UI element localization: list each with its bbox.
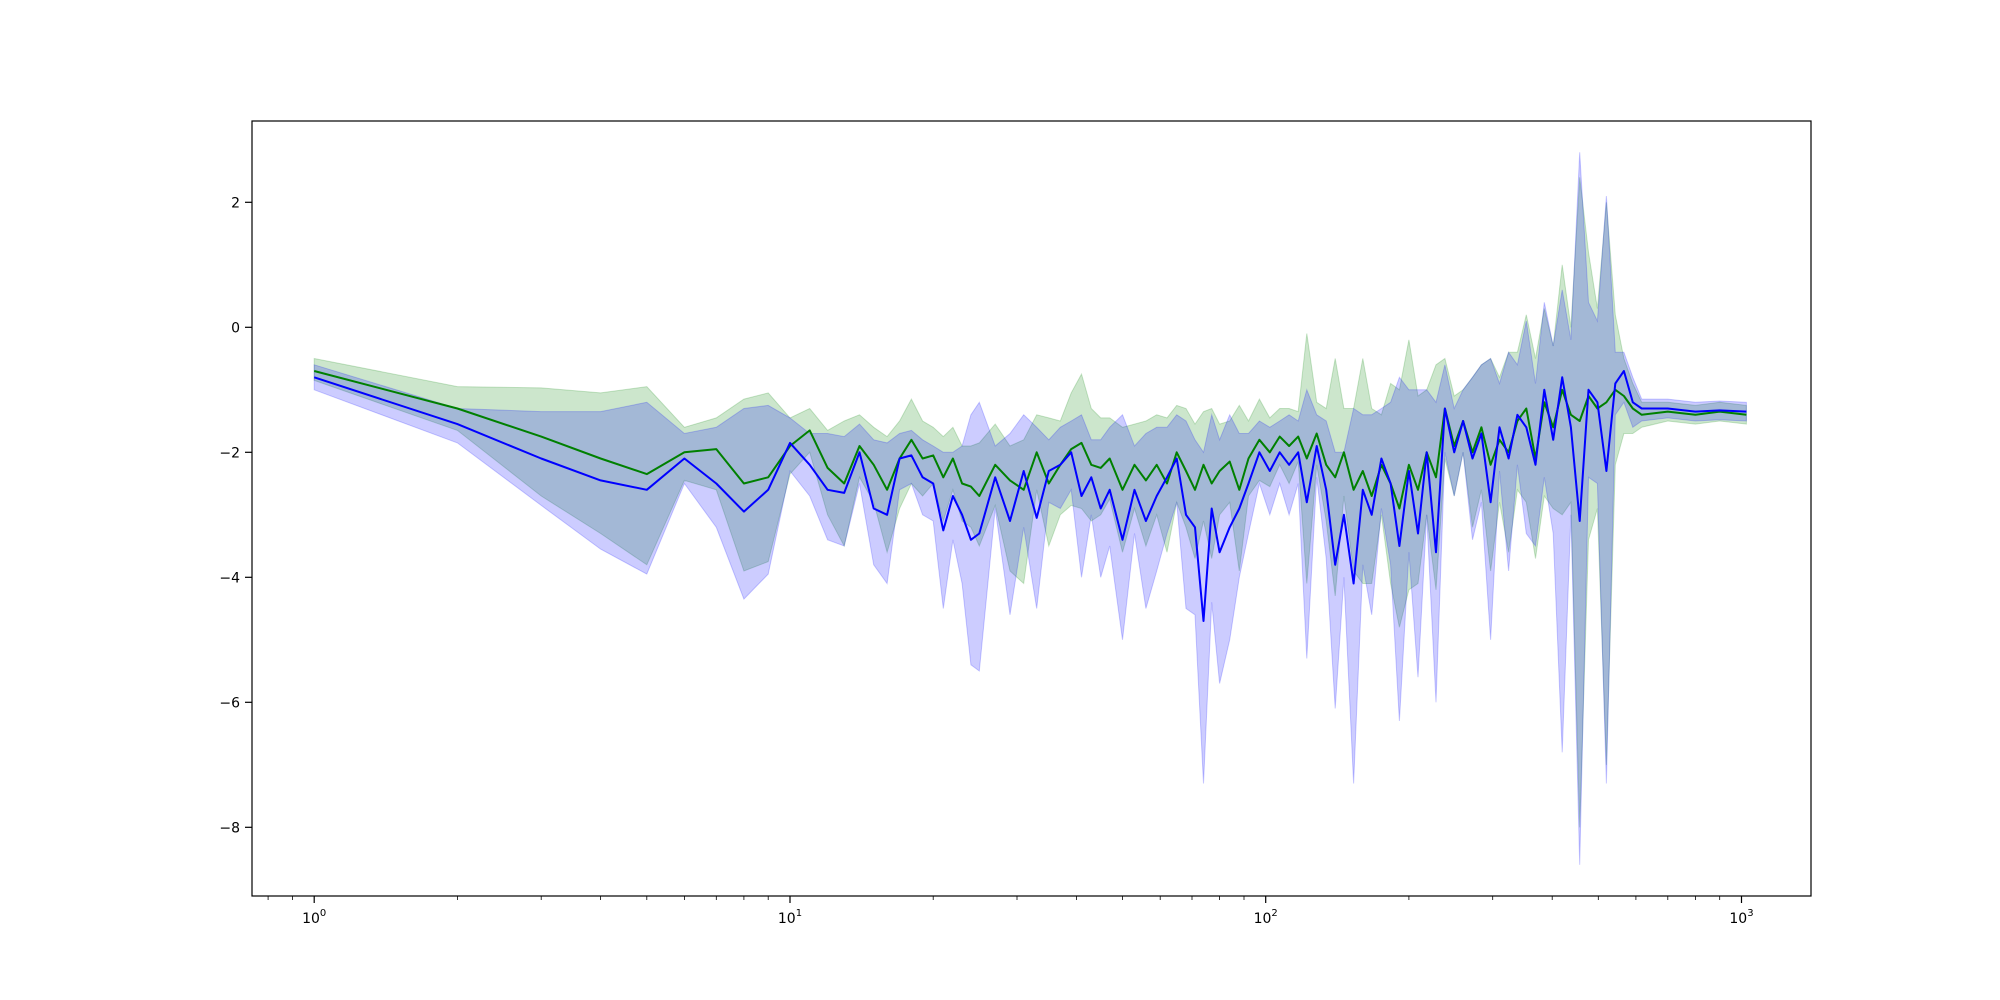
x-tick-label: 102 — [1254, 908, 1278, 927]
y-tick-label: −4 — [219, 570, 240, 586]
lines-layer — [313, 370, 1747, 622]
y-tick-label: 0 — [231, 320, 240, 336]
y-tick-label: −6 — [219, 695, 240, 711]
series-0-band — [313, 177, 1747, 828]
y-tick-label: −2 — [219, 445, 240, 461]
y-axis: 2 0 −2 −4 −6 −8 — [219, 195, 252, 836]
series-1-line — [313, 370, 1747, 622]
series-1-band — [313, 152, 1747, 865]
x-tick-label: 103 — [1729, 908, 1753, 927]
y-tick-label: −8 — [219, 820, 240, 836]
x-tick-label: 101 — [778, 908, 802, 927]
bands-layer — [313, 152, 1747, 865]
x-tick-label: 100 — [302, 908, 326, 927]
plot-frame — [251, 120, 1812, 897]
y-tick-label: 2 — [231, 195, 240, 211]
x-axis: 100 101 102 103 — [267, 896, 1754, 927]
